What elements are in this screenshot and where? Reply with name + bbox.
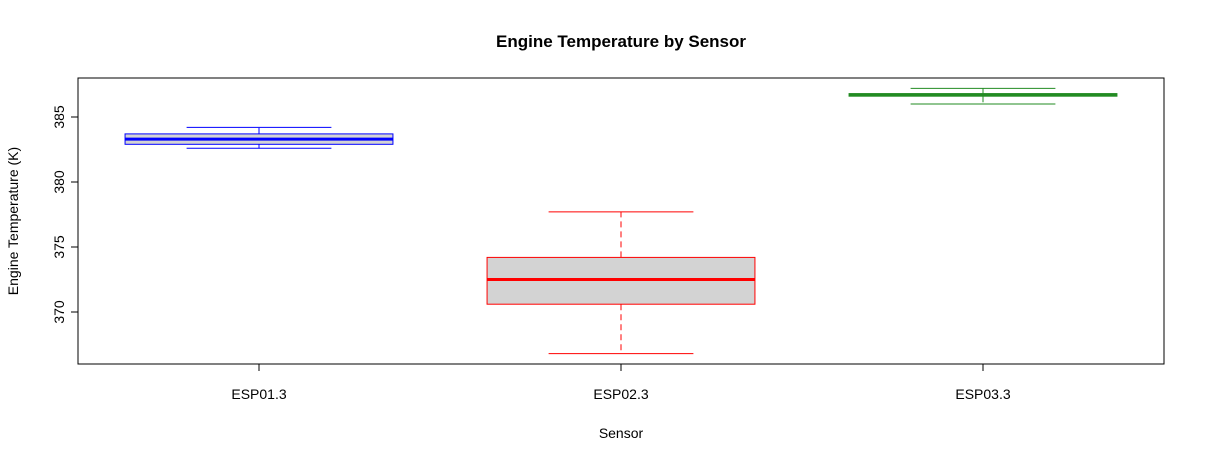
y-axis-label: Engine Temperature (K) xyxy=(5,147,21,295)
chart-title: Engine Temperature by Sensor xyxy=(496,32,746,51)
y-tick-label: 370 xyxy=(51,300,67,324)
y-tick-label: 380 xyxy=(51,170,67,194)
plot-frame xyxy=(77,77,1165,365)
y-tick-label: 375 xyxy=(51,235,67,259)
y-axis: 370 375 380 385 xyxy=(51,105,78,324)
box-esp03-3 xyxy=(848,87,1118,105)
x-tick-label: ESP02.3 xyxy=(593,386,648,402)
box-series xyxy=(124,87,1118,355)
box-esp01-3 xyxy=(124,126,394,149)
y-tick-label: 385 xyxy=(51,105,67,129)
x-axis: ESP01.3 ESP02.3 ESP03.3 xyxy=(231,364,1011,402)
box-esp02-3 xyxy=(486,211,756,355)
x-tick-label: ESP01.3 xyxy=(231,386,286,402)
x-axis-label: Sensor xyxy=(599,425,644,441)
x-tick-label: ESP03.3 xyxy=(955,386,1010,402)
